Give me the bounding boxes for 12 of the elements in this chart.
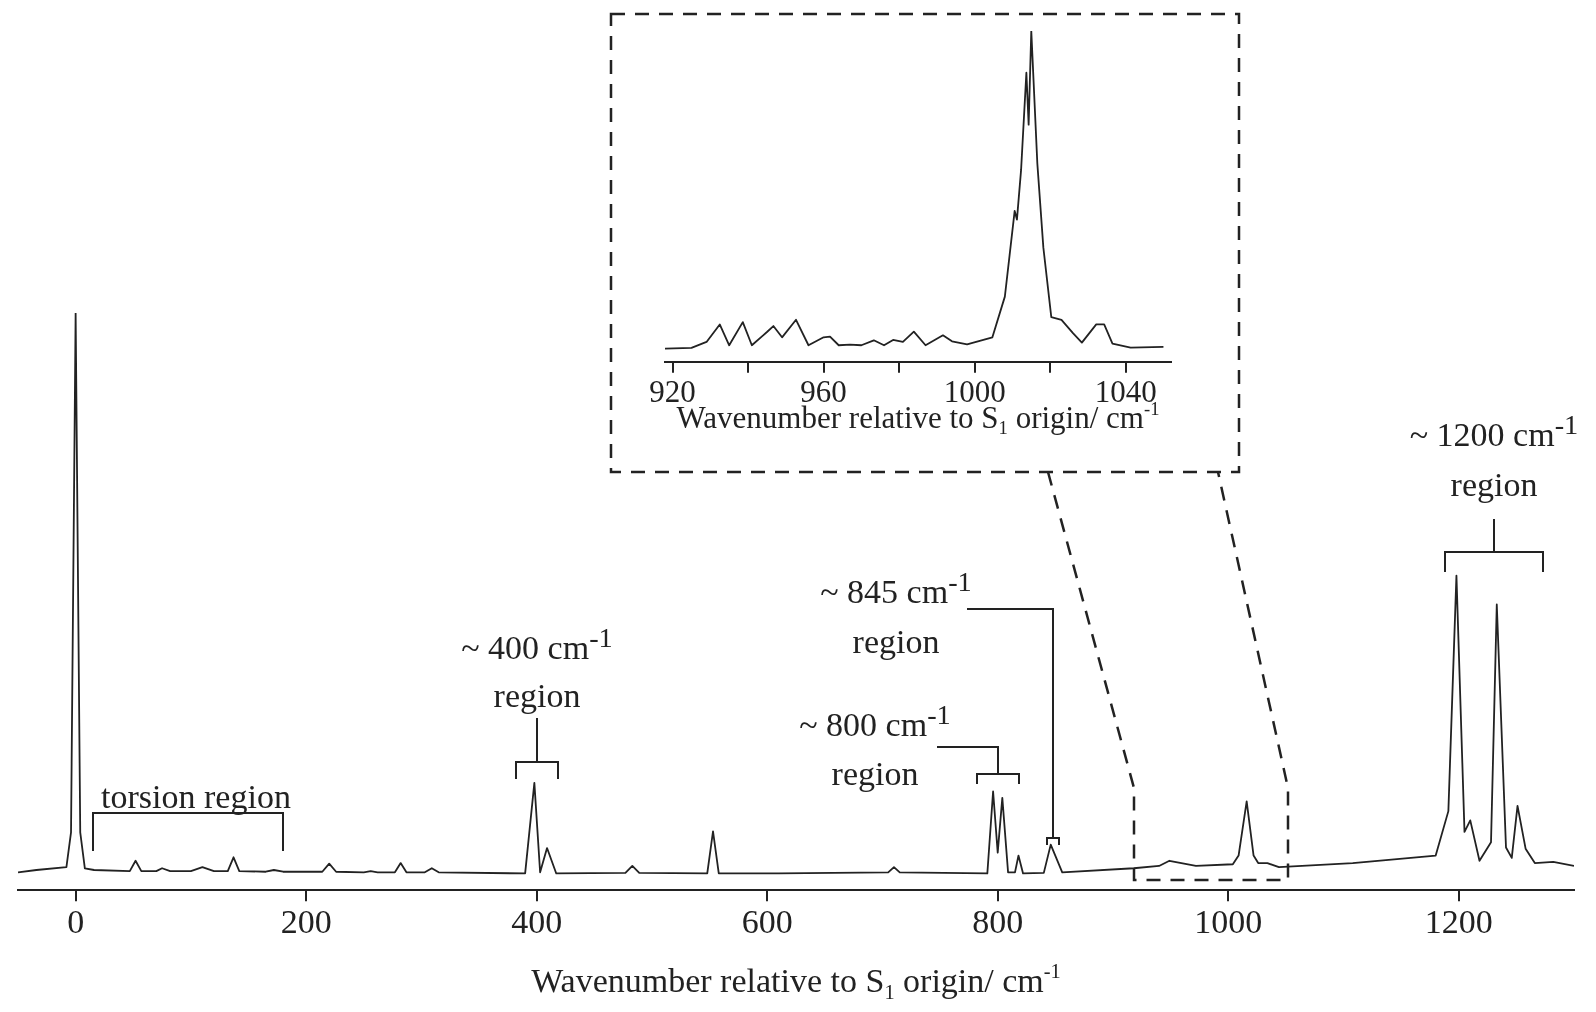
- annotation: ~ 845 cm$^{-1}$ region: [820, 564, 972, 663]
- x-tick-label: 800: [972, 902, 1024, 940]
- x-tick-label: 600: [741, 902, 793, 940]
- annotation: torsion region: [101, 777, 291, 817]
- x-tick-label: 0: [67, 902, 85, 940]
- x-tick-label: 400: [511, 902, 563, 940]
- x-tick-label: 200: [280, 902, 332, 940]
- x-tick-label: 1000: [1194, 902, 1263, 940]
- x-tick-label: 1200: [1424, 902, 1493, 940]
- annotation: ~ 800 cm$^{-1}$ region: [799, 697, 951, 794]
- annotation: ~ 400 cm$^{-1}$ region: [461, 620, 613, 717]
- annotation: ~ 1200 cm$^{-1}$ region: [1409, 407, 1579, 506]
